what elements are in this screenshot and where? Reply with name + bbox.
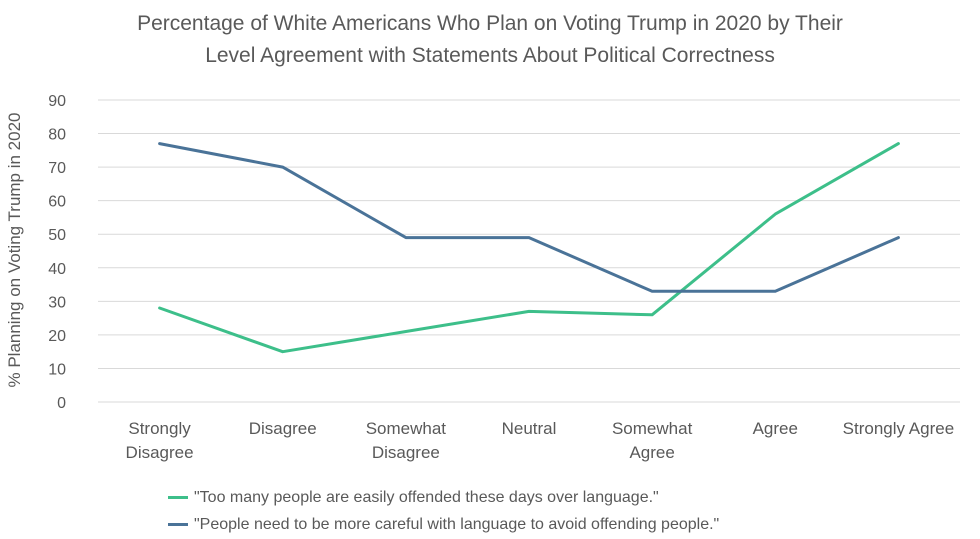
legend-item-be-more-careful: "People need to be more careful with lan… (168, 511, 719, 538)
x-category-label: Neutral (502, 419, 557, 438)
y-tick-label: 90 (48, 93, 66, 110)
chart-title-line-1: Percentage of White Americans Who Plan o… (137, 12, 843, 35)
x-axis-categories: Strongly Disagree Disagree Somewhat Disagree… (126, 419, 955, 462)
legend-label: "People need to be more careful with lan… (194, 515, 720, 533)
x-category-label: Agree (753, 419, 798, 438)
legend-item-too-many-offended: "Too many people are easily offended the… (168, 484, 719, 511)
y-tick-label: 20 (48, 328, 66, 345)
y-tick-label: 10 (48, 361, 66, 378)
x-category-label: Strongly Agree (843, 419, 955, 438)
y-axis-ticks: 0 10 20 30 40 50 60 70 80 90 (48, 93, 66, 412)
chart-title: Percentage of White Americans Who Plan o… (0, 8, 980, 72)
y-axis-title: % Planning on Voting Trump in 2020 (5, 112, 24, 387)
legend-swatch-blue (168, 523, 188, 526)
legend-swatch-green (168, 496, 188, 499)
x-category-label: Somewhat Disagree (366, 419, 447, 462)
chart-title-line-2: Level Agreement with Statements About Po… (205, 44, 775, 67)
gridlines (98, 99, 960, 403)
y-tick-label: 0 (57, 395, 66, 412)
y-tick-label: 80 (48, 127, 66, 144)
series-lines (158, 142, 900, 354)
x-category-label: Disagree (249, 419, 317, 438)
x-category-label: Somewhat Agree (612, 419, 693, 462)
y-tick-label: 50 (48, 227, 66, 244)
series-line-1 (158, 142, 900, 354)
x-category-label: Strongly Disagree (126, 419, 194, 462)
y-tick-label: 40 (48, 261, 66, 278)
y-tick-label: 70 (48, 160, 66, 177)
chart-legend: "Too many people are easily offended the… (168, 484, 719, 538)
legend-label: "Too many people are easily offended the… (194, 488, 659, 506)
series-line-2 (158, 142, 900, 293)
y-tick-label: 60 (48, 194, 66, 211)
y-tick-label: 30 (48, 294, 66, 311)
